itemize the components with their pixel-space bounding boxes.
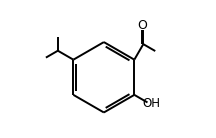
Text: O: O	[138, 19, 148, 32]
Text: OH: OH	[142, 97, 160, 110]
